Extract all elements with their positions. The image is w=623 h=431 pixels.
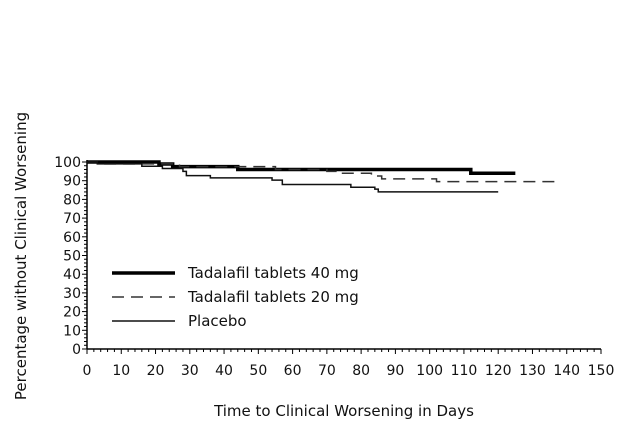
x-tick-label: 0 (83, 363, 92, 379)
x-tick-label: 70 (318, 363, 336, 379)
x-tick-label: 30 (181, 363, 199, 379)
y-axis-label: Percentage without Clinical Worsening (12, 112, 30, 400)
series-line-2 (87, 161, 557, 183)
y-tick-label: 100 (54, 155, 81, 171)
x-tick-label: 60 (284, 363, 302, 379)
y-tick-label: 30 (63, 286, 81, 302)
legend: Tadalafil tablets 40 mg Tadalafil tablets… (112, 264, 359, 330)
axes: 0 10 20 30 40 50 60 70 80 90 100 110 120 130 140 150 0 10… (54, 155, 614, 379)
x-tick-label: 150 (588, 363, 615, 379)
x-tick-label: 50 (249, 363, 267, 379)
series-line-3 (87, 161, 499, 193)
x-tick-label: 90 (386, 363, 404, 379)
legend-label: Tadalafil tablets 20 mg (187, 288, 359, 306)
x-tick-label: 80 (352, 363, 370, 379)
legend-label: Tadalafil tablets 40 mg (187, 264, 359, 282)
x-tick-label: 120 (485, 363, 512, 379)
series-lines (87, 160, 557, 193)
x-tick-label: 20 (147, 363, 165, 379)
y-tick-label: 0 (72, 342, 81, 358)
x-tick-label: 140 (553, 363, 580, 379)
y-tick-label: 10 (63, 323, 81, 339)
x-tick-label: 100 (416, 363, 443, 379)
y-tick-label: 60 (63, 230, 81, 246)
y-tick-label: 20 (63, 305, 81, 321)
x-tick-label: 10 (112, 363, 130, 379)
y-tick-label: 50 (63, 249, 81, 265)
y-tick-label: 90 (63, 174, 81, 190)
x-tick-label: 130 (519, 363, 546, 379)
legend-label: Placebo (188, 312, 247, 330)
y-tick-label: 40 (63, 267, 81, 283)
x-axis-label: Time to Clinical Worsening in Days (213, 402, 474, 420)
y-tick-label: 70 (63, 211, 81, 227)
y-tick-label: 80 (63, 192, 81, 208)
x-tick-label: 110 (451, 363, 478, 379)
x-tick-label: 40 (215, 363, 233, 379)
